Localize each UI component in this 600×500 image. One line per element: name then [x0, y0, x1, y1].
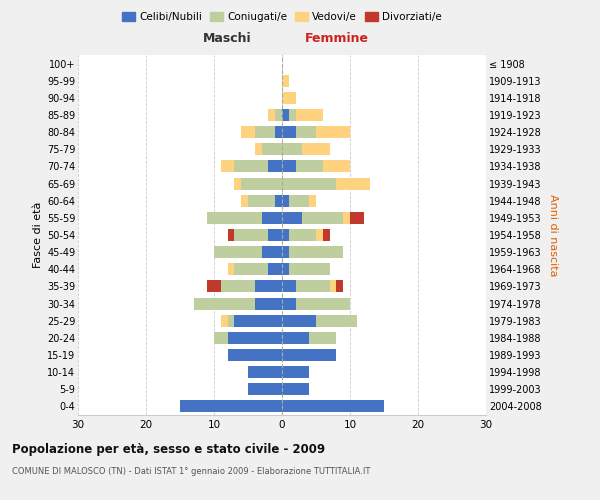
- Bar: [207, 280, 221, 292]
- Bar: [221, 160, 235, 172]
- Bar: [309, 332, 337, 344]
- Bar: [194, 298, 255, 310]
- Bar: [289, 264, 329, 276]
- Bar: [282, 264, 289, 276]
- Legend: Celibi/Nubili, Coniugati/e, Vedovi/e, Divorziati/e: Celibi/Nubili, Coniugati/e, Vedovi/e, Di…: [118, 8, 446, 26]
- Bar: [268, 109, 275, 121]
- Bar: [282, 109, 289, 121]
- Bar: [275, 126, 282, 138]
- Bar: [235, 160, 268, 172]
- Bar: [302, 212, 343, 224]
- Bar: [248, 384, 282, 396]
- Text: Femmine: Femmine: [304, 32, 368, 44]
- Bar: [282, 400, 384, 412]
- Bar: [235, 178, 241, 190]
- Bar: [296, 298, 350, 310]
- Bar: [248, 366, 282, 378]
- Bar: [289, 109, 296, 121]
- Bar: [255, 280, 282, 292]
- Text: Popolazione per età, sesso e stato civile - 2009: Popolazione per età, sesso e stato civil…: [12, 442, 325, 456]
- Bar: [235, 229, 268, 241]
- Bar: [282, 194, 289, 206]
- Bar: [282, 178, 337, 190]
- Bar: [282, 212, 302, 224]
- Bar: [282, 349, 337, 361]
- Bar: [262, 144, 282, 156]
- Bar: [323, 229, 329, 241]
- Bar: [282, 74, 289, 86]
- Bar: [316, 229, 323, 241]
- Bar: [235, 264, 268, 276]
- Bar: [214, 246, 262, 258]
- Bar: [337, 178, 370, 190]
- Bar: [268, 264, 282, 276]
- Bar: [282, 384, 309, 396]
- Bar: [282, 126, 296, 138]
- Bar: [296, 109, 323, 121]
- Bar: [241, 178, 282, 190]
- Bar: [221, 280, 255, 292]
- Bar: [255, 144, 262, 156]
- Bar: [227, 264, 235, 276]
- Bar: [323, 160, 350, 172]
- Bar: [262, 246, 282, 258]
- Bar: [282, 280, 296, 292]
- Bar: [282, 332, 309, 344]
- Y-axis label: Fasce di età: Fasce di età: [32, 202, 43, 268]
- Text: Maschi: Maschi: [203, 32, 252, 44]
- Bar: [296, 160, 323, 172]
- Bar: [275, 109, 282, 121]
- Bar: [221, 314, 227, 326]
- Bar: [227, 349, 282, 361]
- Bar: [289, 246, 343, 258]
- Bar: [316, 314, 357, 326]
- Bar: [227, 229, 235, 241]
- Bar: [255, 126, 275, 138]
- Bar: [282, 246, 289, 258]
- Bar: [316, 126, 350, 138]
- Bar: [227, 332, 282, 344]
- Text: COMUNE DI MALOSCO (TN) - Dati ISTAT 1° gennaio 2009 - Elaborazione TUTTITALIA.IT: COMUNE DI MALOSCO (TN) - Dati ISTAT 1° g…: [12, 468, 370, 476]
- Bar: [282, 160, 296, 172]
- Bar: [268, 229, 282, 241]
- Bar: [282, 144, 302, 156]
- Bar: [268, 160, 282, 172]
- Bar: [296, 126, 316, 138]
- Bar: [309, 194, 316, 206]
- Bar: [262, 212, 282, 224]
- Bar: [248, 194, 275, 206]
- Bar: [207, 212, 262, 224]
- Bar: [282, 229, 289, 241]
- Bar: [241, 194, 248, 206]
- Bar: [275, 194, 282, 206]
- Bar: [302, 144, 329, 156]
- Bar: [289, 194, 309, 206]
- Y-axis label: Anni di nascita: Anni di nascita: [548, 194, 558, 276]
- Bar: [282, 314, 316, 326]
- Bar: [343, 212, 350, 224]
- Bar: [296, 280, 329, 292]
- Bar: [241, 126, 255, 138]
- Bar: [282, 366, 309, 378]
- Bar: [289, 229, 316, 241]
- Bar: [214, 332, 227, 344]
- Bar: [329, 280, 337, 292]
- Bar: [227, 314, 235, 326]
- Bar: [350, 212, 364, 224]
- Bar: [337, 280, 343, 292]
- Bar: [180, 400, 282, 412]
- Bar: [235, 314, 282, 326]
- Bar: [282, 92, 296, 104]
- Bar: [255, 298, 282, 310]
- Bar: [282, 298, 296, 310]
